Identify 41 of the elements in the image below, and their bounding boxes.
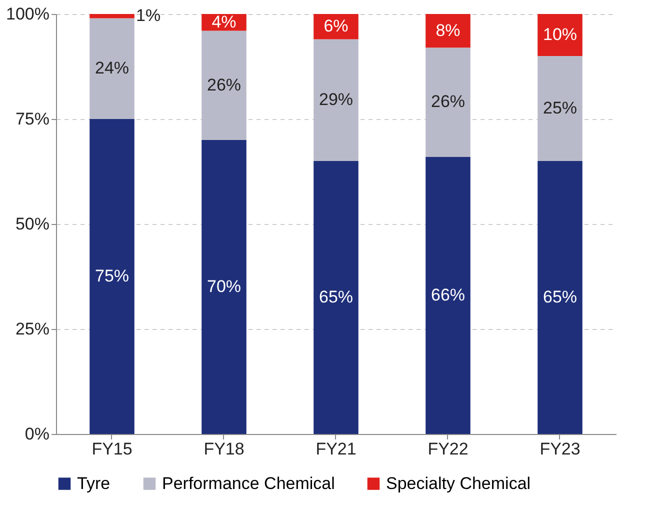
- x-tick-label: FY15: [92, 440, 132, 458]
- y-tick-label: 100%: [6, 4, 50, 24]
- data-label: 24%: [94, 58, 130, 78]
- bar: [426, 48, 470, 157]
- bar: [202, 30, 246, 140]
- data-label: 6%: [324, 16, 348, 36]
- data-label: 65%: [542, 288, 578, 306]
- bar: [426, 156, 470, 434]
- legend-label: Tyre: [77, 474, 110, 493]
- y-tick-label: 0%: [24, 424, 50, 444]
- x-tick-label: FY22: [428, 440, 468, 458]
- data-label: 75%: [94, 266, 130, 286]
- data-label: 25%: [542, 98, 578, 118]
- data-label: 66%: [430, 285, 466, 304]
- data-label: 70%: [206, 277, 242, 296]
- data-label: 4%: [212, 12, 236, 32]
- bar: [538, 161, 582, 434]
- bar: [426, 14, 470, 48]
- legend-label: Specialty Chemical: [386, 474, 531, 493]
- data-label: 29%: [318, 90, 354, 110]
- x-tick-label: FY18: [204, 440, 244, 458]
- data-label: 26%: [430, 92, 466, 112]
- bar: [90, 18, 134, 119]
- x-tick-label: FY21: [316, 440, 356, 458]
- y-tick-label: 75%: [15, 110, 50, 128]
- bar: [538, 56, 582, 161]
- bar: [90, 119, 134, 434]
- data-label: 10%: [542, 25, 578, 44]
- bar: [90, 14, 134, 18]
- legend-label: Performance Chemical: [162, 474, 335, 493]
- data-label: 26%: [206, 75, 242, 94]
- y-tick-label: 50%: [15, 214, 50, 234]
- data-label: 65%: [318, 288, 354, 306]
- bar: [538, 14, 582, 56]
- bar: [202, 140, 246, 434]
- data-label: 8%: [436, 20, 460, 40]
- y-tick-label: 25%: [15, 320, 50, 338]
- x-tick-label: FY23: [540, 440, 580, 458]
- data-label: 1%: [136, 6, 161, 26]
- bar: [314, 39, 358, 161]
- bar: [314, 161, 358, 434]
